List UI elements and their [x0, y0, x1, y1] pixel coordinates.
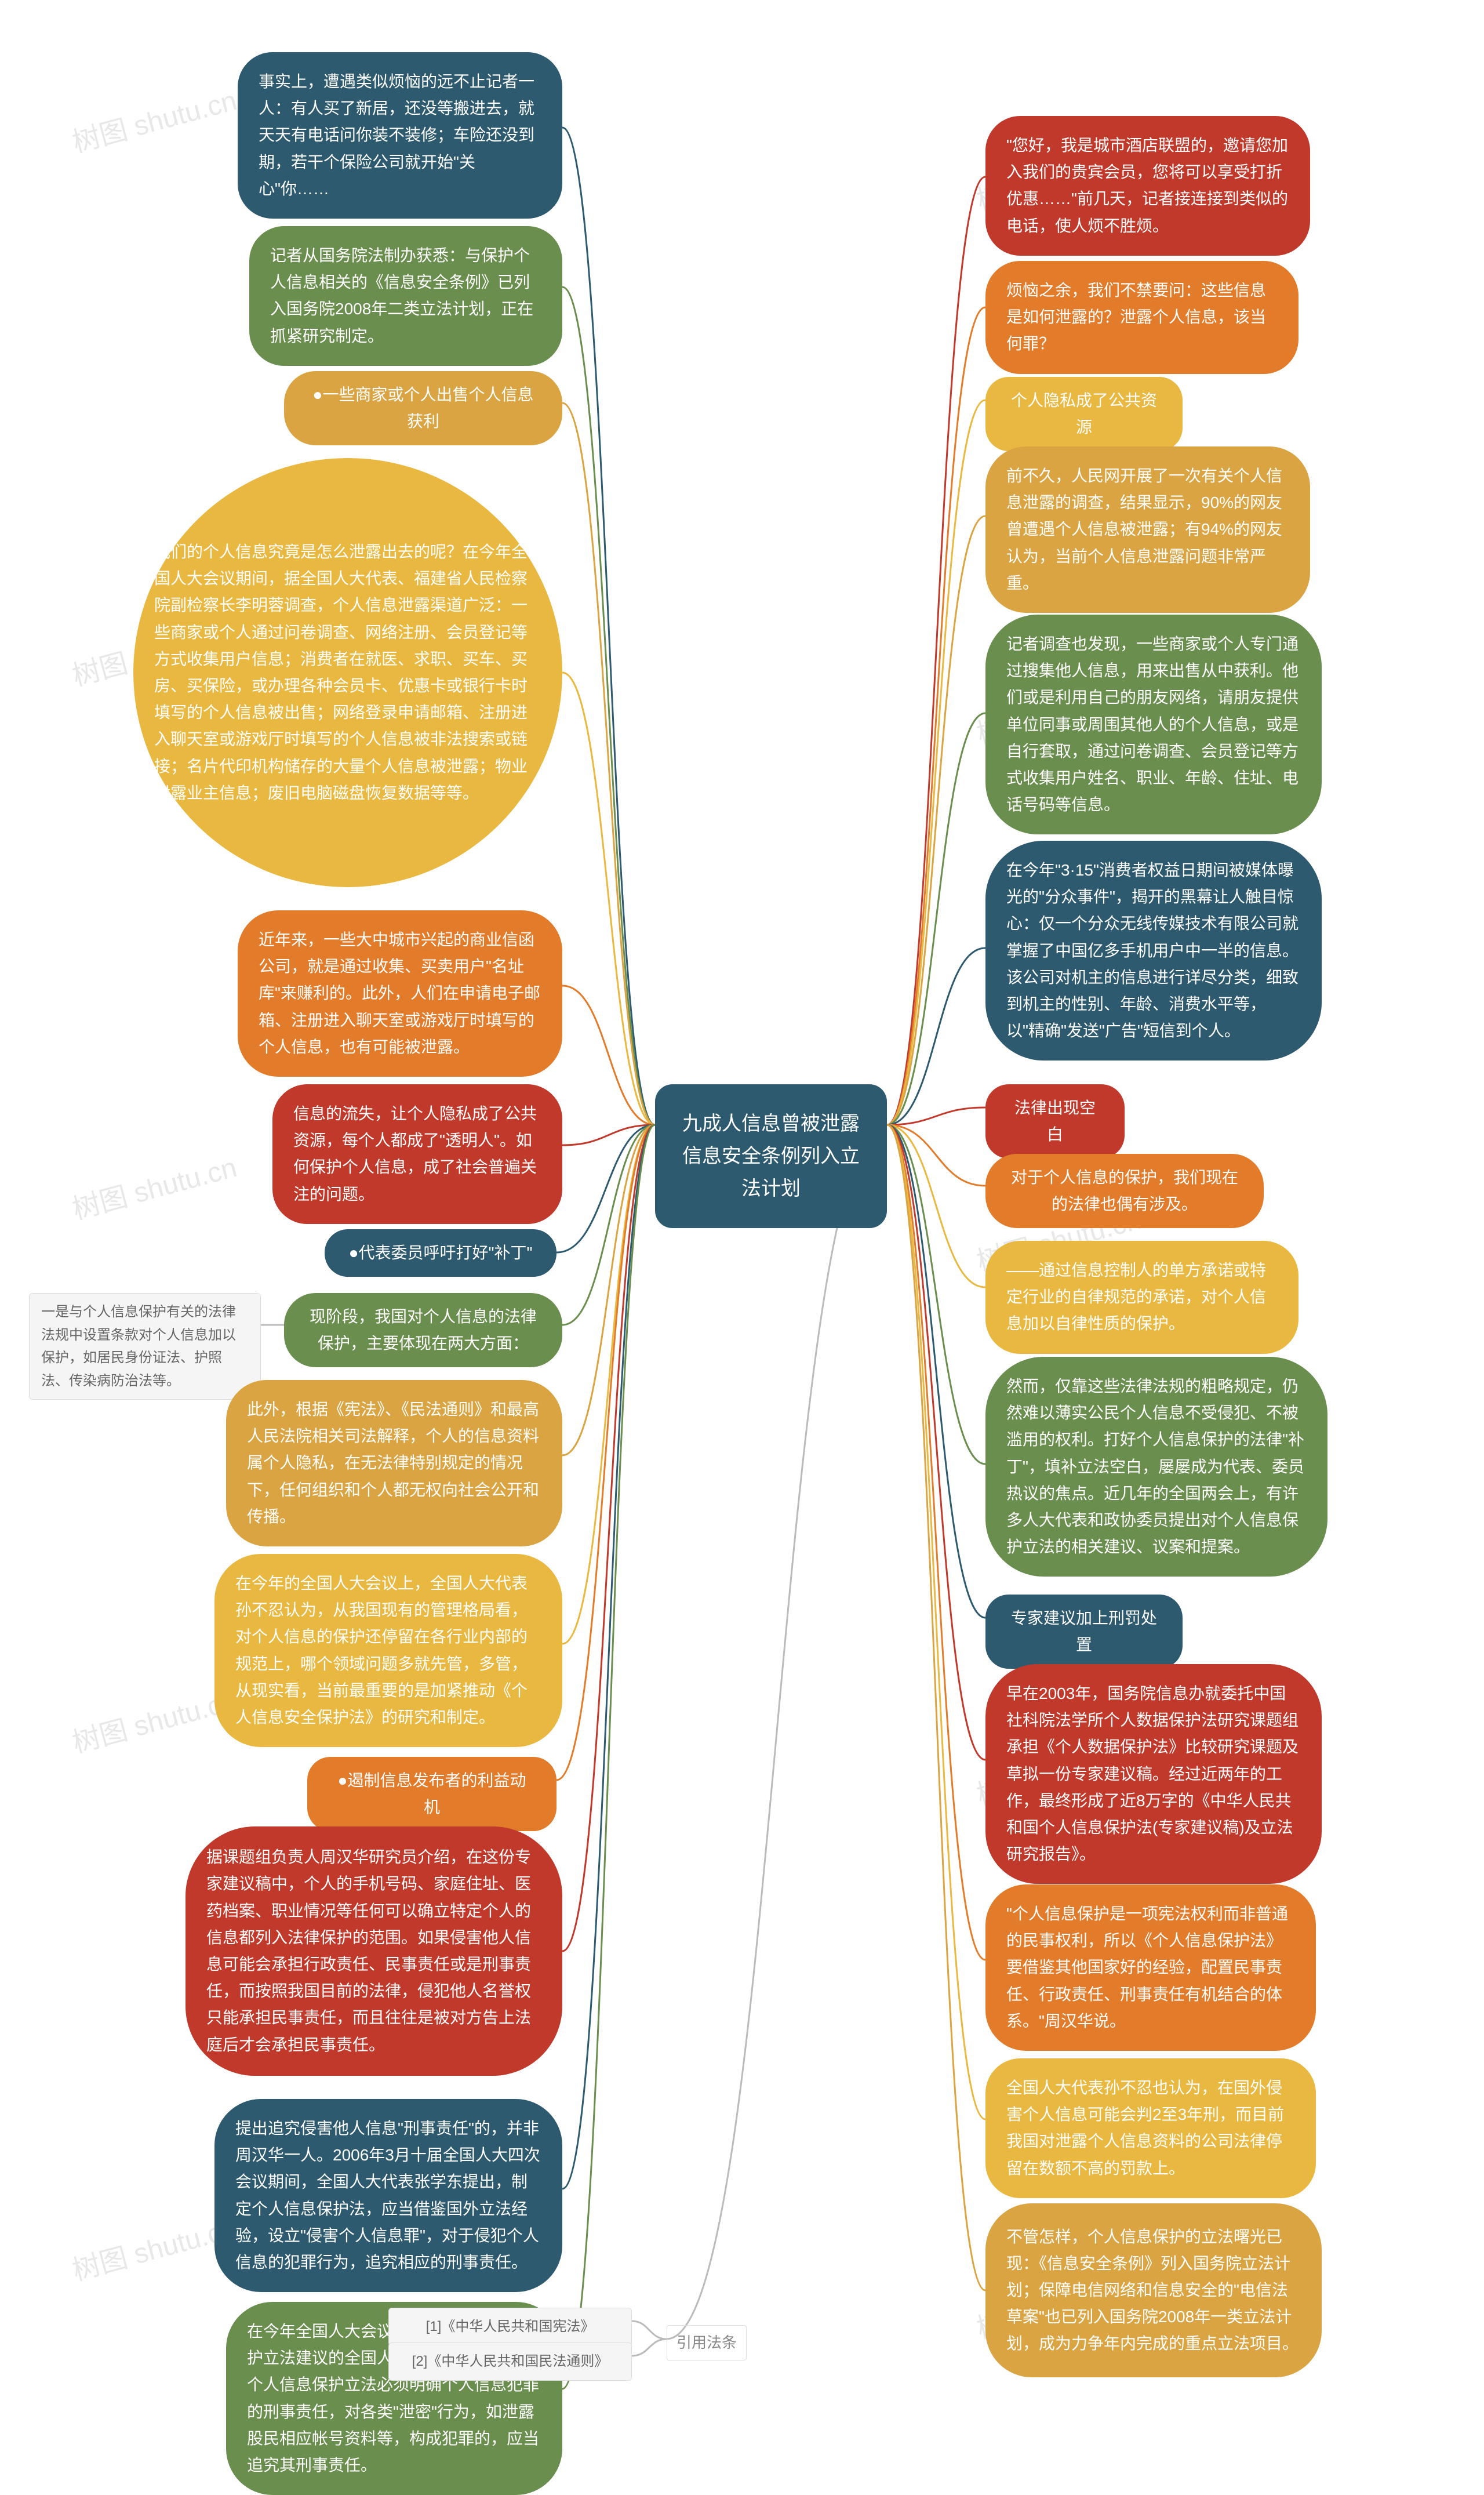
node-r14: 全国人大代表孙不忍也认为，在国外侵害个人信息可能会判2至3年刑，而目前我国对泄露…	[985, 2058, 1316, 2198]
node-l4: 我们的个人信息究竟是怎么泄露出去的呢？在今年全国人大会议期间，据全国人大代表、福…	[133, 458, 562, 887]
node-r12: 早在2003年，国务院信息办就委托中国社科院法学所个人数据保护法研究课题组承担《…	[985, 1664, 1322, 1884]
node-l5: 近年来，一些大中城市兴起的商业信函公司，就是通过收集、买卖用户"名址库"来赚利的…	[238, 910, 562, 1077]
node-l2: 记者从国务院法制办获悉：与保护个人信息相关的《信息安全条例》已列入国务院2008…	[249, 226, 562, 366]
node-center: 九成人信息曾被泄露 信息安全条例列入立法计划	[655, 1084, 887, 1228]
node-l3: ●一些商家或个人出售个人信息获利	[284, 371, 562, 445]
node-r2: 烦恼之余，我们不禁要问：这些信息是如何泄露的？泄露个人信息，该当何罪？	[985, 261, 1298, 374]
citation-item: [1]《中华人民共和国宪法》	[388, 2308, 632, 2346]
node-l1: 事实上，遭遇类似烦恼的远不止记者一人：有人买了新居，还没等搬进去，就天天有电话问…	[238, 52, 562, 219]
node-r11: 专家建议加上刑罚处置	[985, 1595, 1183, 1669]
node-r7: 法律出现空白	[985, 1084, 1125, 1158]
node-r10: 然而，仅靠这些法律法规的粗略规定，仍然难以薄实公民个人信息不受侵犯、不被滥用的权…	[985, 1357, 1327, 1577]
node-l13: 提出追究侵害他人信息"刑事责任"的，并非周汉华一人。2006年3月十届全国人大四…	[214, 2099, 562, 2292]
node-l9: 此外，根据《宪法》、《民法通则》和最高人民法院相关司法解释，个人的信息资料属个人…	[226, 1380, 562, 1546]
citation-item: [2]《中华人民共和国民法通则》	[388, 2343, 632, 2381]
node-l11: ●遏制信息发布者的利益动机	[307, 1757, 556, 1831]
node-r8: 对于个人信息的保护，我们现在的法律也偶有涉及。	[985, 1154, 1264, 1228]
node-r4: 前不久，人民网开展了一次有关个人信息泄露的调查，结果显示，90%的网友曾遭遇个人…	[985, 446, 1310, 613]
node-r9: ——通过信息控制人的单方承诺或特定行业的自律规范的承诺，对个人信息加以自律性质的…	[985, 1241, 1298, 1354]
node-r6: 在今年"3·15"消费者权益日期间被媒体曝光的"分众事件"，揭开的黑幕让人触目惊…	[985, 841, 1322, 1061]
node-l8: 现阶段，我国对个人信息的法律保护，主要体现在两大方面：	[284, 1293, 562, 1367]
node-l10: 在今年的全国人大会议上，全国人大代表孙不忍认为，从我国现有的管理格局看，对个人信…	[214, 1554, 562, 1747]
node-l12: 据课题组负责人周汉华研究员介绍，在这份专家建议稿中，个人的手机号码、家庭住址、医…	[186, 1826, 562, 2076]
citations-label: 引用法条	[667, 2325, 747, 2360]
node-r5: 记者调查也发现，一些商家或个人专门通过搜集他人信息，用来出售从中获利。他们或是利…	[985, 615, 1322, 834]
node-r3: 个人隐私成了公共资源	[985, 377, 1183, 451]
watermark: 树图 shutu.cn	[67, 1145, 241, 1227]
node-l7: ●代表委员呼吁打好"补丁"	[325, 1229, 556, 1277]
node-r1: "您好，我是城市酒店联盟的，邀请您加入我们的贵宾会员，您将可以享受打折优惠……"…	[985, 116, 1310, 256]
node-r13: "个人信息保护是一项宪法权利而非普通的民事权利，所以《个人信息保护法》要借鉴其他…	[985, 1884, 1316, 2051]
watermark: 树图 shutu.cn	[67, 78, 241, 161]
node-r15: 不管怎样，个人信息保护的立法曙光已现：《信息安全条例》列入国务院立法计划；保障电…	[985, 2203, 1322, 2377]
node-l8b: 一是与个人信息保护有关的法律法规中设置条款对个人信息加以保护，如居民身份证法、护…	[29, 1293, 261, 1400]
node-l6: 信息的流失，让个人隐私成了公共资源，每个人都成了"透明人"。如何保护个人信息，成…	[272, 1084, 562, 1224]
